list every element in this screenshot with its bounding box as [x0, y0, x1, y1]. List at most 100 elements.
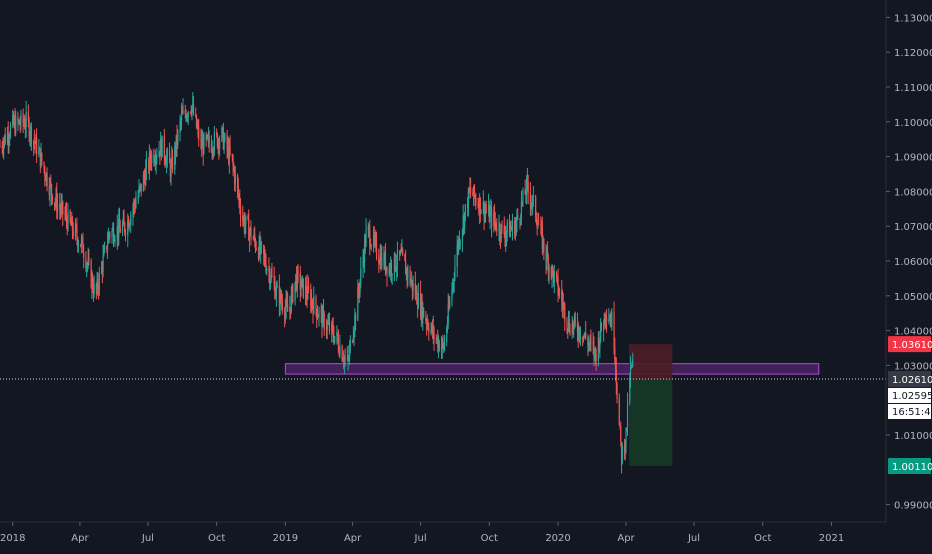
candle-body [217, 140, 219, 147]
candle-body [516, 215, 518, 222]
candle-body [527, 182, 529, 193]
candle-body [327, 323, 329, 325]
candle-body [493, 213, 495, 227]
candle-body [116, 226, 118, 240]
candle-body [447, 304, 449, 323]
candle-body [48, 186, 50, 196]
candle-body [341, 346, 343, 361]
candle-body [420, 298, 422, 316]
candle-body [221, 127, 223, 141]
candle-body [294, 281, 296, 302]
candle-body [185, 113, 187, 120]
candle-body [416, 290, 418, 305]
candle-body [542, 238, 544, 249]
candle-body [348, 356, 350, 358]
candle-body [629, 366, 632, 379]
candle-body [323, 313, 325, 330]
candle-body [363, 257, 365, 263]
candle-body [475, 198, 477, 204]
candle-body [8, 139, 10, 143]
candle-body [103, 249, 105, 256]
candle-body [201, 140, 203, 149]
candle-body [12, 115, 14, 126]
candle-body [530, 203, 532, 206]
candle-body [332, 327, 334, 337]
candle-body [443, 342, 446, 350]
candle-body [603, 313, 605, 326]
support-zone [284, 363, 820, 375]
candle-body [206, 135, 208, 139]
x-tick-label: Jul [687, 533, 700, 544]
candle-body [501, 224, 503, 226]
candle-body [422, 308, 425, 318]
candle-body [587, 338, 589, 347]
x-tick-label: Jul [414, 533, 427, 544]
candle-body [22, 113, 24, 123]
candle-body [425, 317, 427, 321]
candle-body [593, 344, 595, 357]
candle-body [145, 160, 148, 169]
candle-body [609, 319, 611, 322]
candle-body [474, 196, 476, 199]
candle-body [520, 201, 523, 219]
candle-body [472, 192, 474, 197]
candle-body [334, 335, 336, 343]
candle-body [269, 271, 271, 284]
candle-body [482, 202, 484, 211]
candle-body [354, 314, 357, 321]
candle-body [316, 309, 318, 319]
candle-body [65, 212, 68, 221]
candle-body [216, 132, 218, 134]
candle-body [33, 140, 35, 144]
candle-body [18, 120, 20, 122]
candle-body [29, 135, 31, 138]
candle-body [130, 215, 132, 224]
candle-body [24, 123, 26, 128]
candle-body [14, 119, 16, 134]
candle-body [618, 398, 620, 426]
candle-body [561, 290, 563, 302]
candle-body [624, 444, 626, 453]
candle-body [43, 162, 45, 170]
candle-body [148, 160, 150, 170]
candle-body [338, 349, 340, 356]
candle-body [30, 126, 32, 136]
candle-body [494, 221, 496, 223]
candle-body [504, 234, 506, 241]
candle-body [87, 259, 89, 265]
candle-body [569, 330, 571, 335]
candle-body [578, 327, 580, 338]
candle-body [270, 274, 272, 281]
candle-body [346, 357, 348, 359]
candle-body [113, 241, 115, 243]
candle-body [112, 228, 114, 231]
price-badge-label: 1.03610 [892, 340, 932, 351]
candle-body [275, 287, 278, 296]
candle-body [95, 284, 97, 291]
candle-body [83, 252, 85, 258]
candle-body [307, 286, 309, 299]
candle-body [263, 245, 265, 255]
time-axis[interactable]: 2018 Apr Jul Oct 2019 Apr Jul Oct 2020 Apr Jul Oct 2… [0, 521, 886, 550]
candle-body [228, 146, 230, 163]
candle-body [279, 292, 281, 306]
candle-body [25, 112, 27, 127]
candle-body [213, 132, 216, 150]
candle-body [102, 255, 104, 272]
price-badge-label: 1.00110 [892, 462, 932, 473]
candle-body [452, 281, 454, 289]
candle-body [156, 156, 158, 158]
price-axis[interactable]: 1.13000 1.12000 1.11000 1.10000 1.09000 1.080… [885, 0, 932, 550]
candle-body [211, 150, 213, 152]
candle-body [364, 240, 366, 247]
candle-body [90, 260, 92, 288]
candle-body [431, 324, 434, 334]
candle-body [571, 323, 573, 335]
time-axis-background [0, 522, 886, 550]
candle-body [180, 120, 182, 122]
candle-body [91, 276, 93, 288]
candle-body [496, 228, 498, 232]
candle-body [301, 278, 304, 280]
